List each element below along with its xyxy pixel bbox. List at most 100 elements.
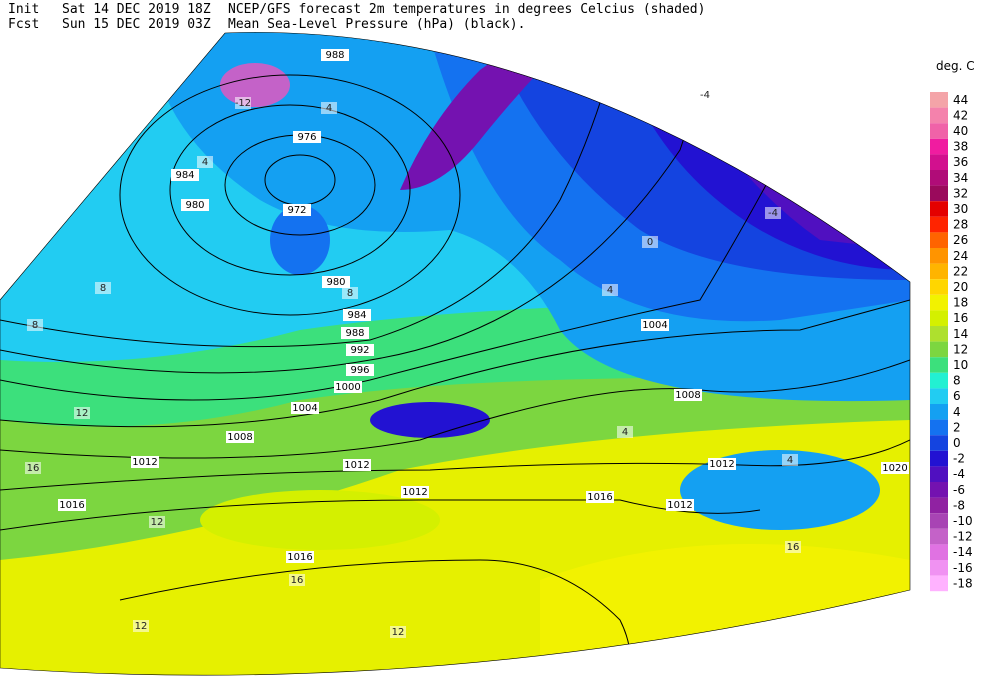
isobar-label: 984 <box>175 170 194 181</box>
temperature-label: 8 <box>347 288 353 299</box>
temperature-label: 12 <box>151 517 164 528</box>
legend-label: 18 <box>953 296 968 310</box>
temperature-label: 4 <box>326 103 332 114</box>
legend-label: 22 <box>953 264 968 278</box>
legend-swatch <box>930 419 948 436</box>
temperature-label: 4 <box>622 427 628 438</box>
temperature-label: 12 <box>135 621 148 632</box>
temperature-label-bg <box>642 236 658 248</box>
legend-label: 38 <box>953 140 968 154</box>
legend-swatch <box>930 341 948 358</box>
legend-title: deg. C <box>936 59 975 73</box>
isobar-label-bg <box>322 276 350 288</box>
legend-swatch <box>930 513 948 529</box>
isobar-label: 1000 <box>335 382 360 393</box>
temperature-label-bg <box>74 407 90 419</box>
temperature-label: 4 <box>202 157 208 168</box>
legend-label: 0 <box>953 436 961 450</box>
legend-label: -2 <box>953 452 965 466</box>
legend-label: 20 <box>953 280 968 294</box>
temperature-label: 12 <box>76 408 89 419</box>
isobar-label: 1016 <box>287 552 312 563</box>
legend-label: 16 <box>953 311 968 325</box>
legend-label: -18 <box>953 576 973 590</box>
isobar-label: 996 <box>350 365 369 376</box>
temperature-label: 8 <box>32 320 38 331</box>
legend-label: 14 <box>953 327 968 341</box>
temperature-label-bg <box>289 574 305 586</box>
isobar-label-bg <box>666 499 694 511</box>
isobar-label-bg <box>334 381 362 393</box>
isobar-label-bg <box>343 309 371 321</box>
isobar-label-bg <box>286 551 314 563</box>
legend-label: 34 <box>953 171 968 185</box>
isobar-label-bg <box>293 131 321 143</box>
legend-swatch <box>930 388 948 404</box>
temperature-label-bg <box>149 516 165 528</box>
isobar-label-bg <box>674 389 702 401</box>
legend-swatch <box>930 528 948 545</box>
legend-swatch <box>930 185 948 202</box>
isobar-label: 972 <box>287 205 306 216</box>
temperature-label-bg <box>785 541 801 553</box>
temperature-label-bg <box>602 284 618 296</box>
legend-swatch <box>930 294 948 311</box>
title: NCEP/GFS forecast 2m temperatures in deg… <box>228 2 705 17</box>
isobar-label-bg <box>343 459 371 471</box>
temperature-label-bg <box>235 97 251 109</box>
subtitle: Mean Sea-Level Pressure (hPa) (black). <box>228 17 525 32</box>
legend-swatch <box>930 154 948 170</box>
temperature-label-bg <box>697 89 713 101</box>
temperature-label: 12 <box>392 627 405 638</box>
isobar-label-bg <box>586 491 614 503</box>
legend-swatch <box>930 279 948 295</box>
temperature-label: 8 <box>100 283 106 294</box>
isobar-label: 1012 <box>402 487 427 498</box>
isobar-label: 1012 <box>132 457 157 468</box>
legend-label: 6 <box>953 389 961 403</box>
legend-swatch <box>930 326 948 342</box>
isobar-label: 1012 <box>709 459 734 470</box>
legend-swatch <box>930 92 948 108</box>
isobar-label: 980 <box>185 200 204 211</box>
legend-swatch <box>930 450 948 467</box>
isobar-label-bg <box>341 327 369 339</box>
legend-swatch <box>930 216 948 233</box>
fcst-time: Sun 15 DEC 2019 03Z <box>62 17 211 32</box>
isobar-label: 980 <box>326 277 345 288</box>
legend-swatch <box>930 310 948 326</box>
init-label: Init <box>8 2 39 17</box>
isobar-label-bg <box>291 402 319 414</box>
temperature-label-bg <box>95 282 111 294</box>
isobar-label-bg <box>346 364 374 376</box>
isobar-label-bg <box>321 49 349 61</box>
temperature-label: 16 <box>27 463 40 474</box>
temperature-label: -4 <box>700 90 710 101</box>
legend-swatch <box>930 466 948 482</box>
isobar-label-bg <box>641 319 669 331</box>
temperature-label-bg <box>133 620 149 632</box>
isobar-label-bg <box>346 344 374 356</box>
legend-label: 36 <box>953 155 968 169</box>
legend-swatch <box>930 575 948 592</box>
legend-label: 26 <box>953 233 968 247</box>
legend-swatch <box>930 482 948 498</box>
legend-label: 44 <box>953 93 968 107</box>
isobar-label: 1012 <box>667 500 692 511</box>
isobar-label-bg <box>171 169 199 181</box>
legend-swatch <box>930 232 948 248</box>
legend-label: 40 <box>953 124 968 138</box>
legend-label: 32 <box>953 186 968 200</box>
temperature-label-bg <box>321 102 337 114</box>
legend-swatch <box>930 372 948 389</box>
legend-swatch <box>930 544 948 560</box>
legend-swatch <box>930 263 948 280</box>
temperature-label: 16 <box>291 575 304 586</box>
temperature-label-bg <box>617 426 633 438</box>
legend-label: 30 <box>953 202 968 216</box>
legend-label: 28 <box>953 218 968 232</box>
isobar-label: 1012 <box>344 460 369 471</box>
map-border <box>0 32 911 676</box>
isobar-label: 988 <box>325 50 344 61</box>
